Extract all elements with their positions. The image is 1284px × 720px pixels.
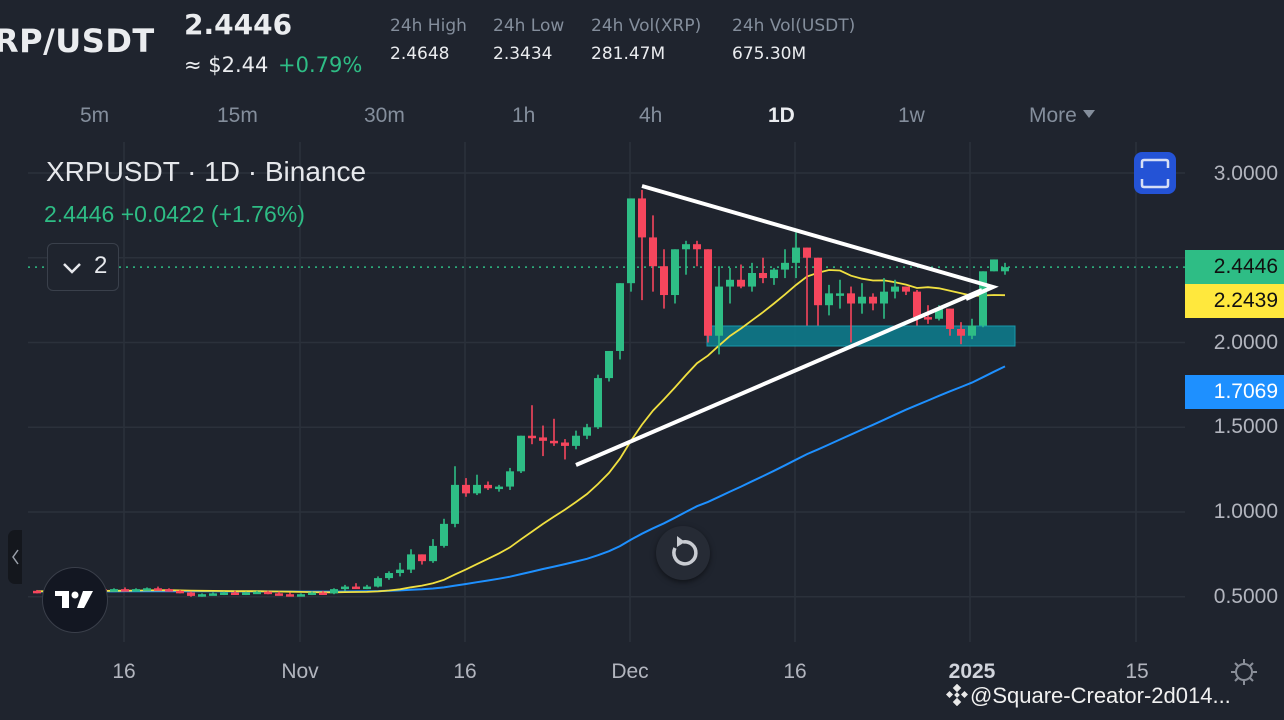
x-tick-nov: Nov [281,660,319,683]
approx-usd: ≈ $2.44 [184,53,269,77]
tab-1d[interactable]: 1D [768,104,795,127]
price-chart[interactable] [0,142,1284,720]
fullscreen-button[interactable] [1134,152,1176,194]
indicator-collapse-button[interactable]: 2 [47,243,119,291]
x-tick-2025: 2025 [948,660,996,683]
tradingview-logo-icon [55,591,93,608]
stat-24h-vol-usdt: 24h Vol(USDT) 675.30M [732,16,855,64]
fullscreen-icon [1140,158,1170,189]
stat-label: 24h Vol(USDT) [732,16,856,36]
stat-label: 24h High [390,16,467,36]
stat-24h-vol-xrp: 24h Vol(XRP) 281.47M [591,16,701,64]
timeframe-tabs: 5m 15m 30m 1h 4h 1D 1w More [0,90,1284,142]
y-tick-1: 1.0000 [1213,500,1278,523]
ma-slow-price-tag: 1.7069 [1185,375,1284,409]
pair-symbol[interactable]: RP/USDT [0,22,155,60]
rotate-ccw-icon [672,536,698,566]
more-label: More [1029,104,1077,127]
tab-30m[interactable]: 30m [364,104,405,127]
chart-ohlc-summary: 2.4446 +0.0422 (+1.76%) [44,201,305,227]
watermark: @Square-Creator-2d014... [945,683,1231,709]
tab-5m[interactable]: 5m [80,104,110,127]
stat-label: 24h Vol(XRP) [591,16,702,36]
stat-24h-high: 24h High 2.4648 [390,16,467,64]
ma-fast-price-tag: 2.2439 [1185,284,1284,318]
binance-logo-icon [945,683,969,707]
last-price: 2.4446 [184,8,293,41]
indicator-count: 2 [94,252,108,279]
sun-settings-icon [1231,659,1257,685]
x-tick-nov-16: 16 [453,660,477,683]
side-panel-toggle[interactable] [8,530,22,584]
caret-down-icon [1082,110,1095,118]
stat-value: 2.4648 [390,44,450,64]
stat-value: 675.30M [732,44,807,64]
x-tick-dec: Dec [611,660,649,683]
watermark-text: @Square-Creator-2d014... [970,683,1231,708]
tab-more[interactable]: More [1029,104,1095,128]
chevron-down-icon [63,263,81,274]
tradingview-logo[interactable] [42,567,108,633]
x-tick-oct-16: 16 [112,660,136,683]
last-price-tag: 2.4446 [1185,250,1284,284]
ticker-header: RP/USDT 2.4446 ≈ $2.44 +0.79% 24h High 2… [0,0,1284,90]
y-tick-2: 2.0000 [1213,331,1278,354]
y-tick-1-5: 1.5000 [1213,415,1278,438]
y-tick-0-5: 0.5000 [1213,585,1278,608]
x-tick-dec-16: 16 [783,660,807,683]
tab-1w[interactable]: 1w [898,104,925,127]
tab-1h[interactable]: 1h [512,104,536,127]
stat-value: 281.47M [591,44,666,64]
change-percent: +0.79% [278,53,363,77]
tab-15m[interactable]: 15m [217,104,258,127]
reset-chart-button[interactable] [656,526,710,580]
x-tick-jan-15: 15 [1125,660,1149,683]
y-tick-3: 3.0000 [1213,162,1278,185]
chart-settings-button[interactable] [1230,658,1258,690]
stat-label: 24h Low [493,16,565,36]
chart-symbol-title[interactable]: XRPUSDT · 1D · Binance [46,156,367,187]
chevron-left-icon [12,549,19,565]
stat-value: 2.3434 [493,44,553,64]
stat-24h-low: 24h Low 2.3434 [493,16,564,64]
tab-4h[interactable]: 4h [639,104,663,127]
